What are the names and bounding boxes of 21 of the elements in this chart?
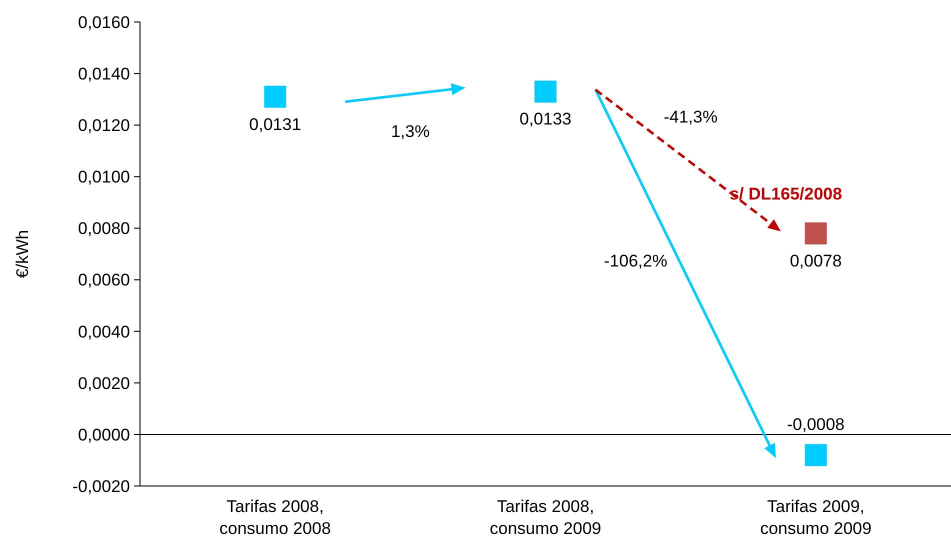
- y-tick-label: 0,0060: [78, 270, 130, 290]
- y-tick-label: 0,0140: [78, 64, 130, 84]
- annotation: 1,3%: [390, 122, 430, 141]
- data-label: 0,0131: [249, 114, 302, 134]
- y-axis-title: €/kWh: [13, 230, 32, 278]
- y-tick-label: -0,0020: [72, 476, 130, 496]
- y-tick-label: 0,0100: [78, 168, 130, 187]
- y-tick-label: 0,0000: [78, 425, 130, 444]
- annotation: -41,3%: [664, 107, 718, 126]
- x-tick-label: Tarifas 2008, consumo 2008: [219, 497, 331, 538]
- data-label: -0,0008: [786, 415, 845, 434]
- data-label: 0,0078: [790, 251, 842, 270]
- y-tick-label: 0,0020: [78, 374, 130, 393]
- annotation: -106,2%: [604, 251, 668, 270]
- y-tick-label: 0,0080: [78, 219, 130, 238]
- y-tick-label: 0,0120: [78, 116, 130, 136]
- data-label: 0,0133: [520, 110, 572, 129]
- x-tick-label: Tarifas 2009, consumo 2009: [760, 497, 872, 538]
- y-tick-label: 0,0160: [78, 12, 130, 32]
- x-tick-label: Tarifas 2008, consumo 2009: [490, 497, 602, 538]
- y-tick-label: 0,0040: [78, 322, 130, 342]
